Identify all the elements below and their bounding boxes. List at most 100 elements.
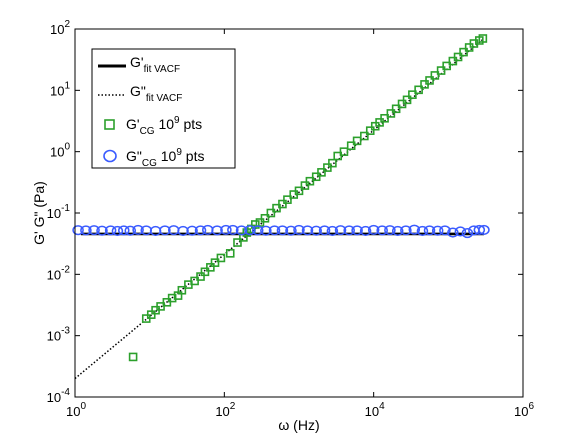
data-point-square [328, 158, 337, 168]
data-point-circle [111, 225, 124, 236]
data-point-circle [384, 225, 396, 236]
data-point-square [478, 34, 488, 43]
data-point-square [430, 71, 440, 80]
data-point-circle [276, 225, 289, 236]
data-point-square [278, 199, 287, 209]
data-point-square [386, 109, 396, 118]
data-point-square [216, 253, 226, 263]
data-point-square [167, 293, 177, 303]
data-point-circle [124, 225, 137, 236]
legend-label: G'fit VACF [130, 54, 180, 75]
tick-label: 101 [50, 80, 70, 98]
tick-label: 100 [66, 401, 86, 419]
data-point-circle [367, 224, 380, 235]
data-point-circle [104, 225, 117, 236]
data-point-square [128, 352, 138, 362]
series-2 [128, 34, 488, 362]
data-point-square [323, 163, 332, 172]
data-point-circle [211, 225, 223, 236]
data-point-circle [423, 225, 436, 236]
y-axis-label: G' G" (Pa) [31, 181, 47, 245]
data-point-circle [334, 225, 347, 236]
data-point-circle [251, 225, 264, 236]
data-point-circle [408, 224, 421, 235]
data-point-square [360, 131, 369, 141]
data-point-circle [439, 225, 451, 236]
data-point-square [408, 90, 417, 99]
data-point-circle [478, 224, 490, 235]
tick-label: 10-4 [47, 387, 71, 405]
data-point-circle [400, 225, 412, 236]
tick-label: 104 [365, 401, 385, 419]
data-point-circle [326, 225, 339, 236]
data-point-circle [473, 224, 486, 235]
tick-label: 10-2 [47, 264, 71, 282]
data-point-circle [80, 225, 92, 236]
data-point-circle [132, 224, 144, 235]
data-point-square [425, 76, 434, 85]
data-point-circle [227, 224, 239, 235]
data-point-square [294, 186, 304, 196]
data-point-square [352, 136, 362, 146]
legend-item-3: G"CG 109 pts [103, 147, 204, 169]
data-point-circle [351, 225, 363, 236]
data-point-circle [301, 225, 314, 236]
legend: G'fit VACF G"fit VACF G'CG 109 pts G"CG 109… [91, 48, 236, 169]
data-point-circle [416, 225, 429, 236]
legend-label: G'CG 109 pts [126, 115, 202, 137]
data-point-square [251, 220, 260, 229]
tick-label: 10-3 [47, 326, 71, 344]
series-3 [72, 224, 490, 239]
data-point-square [146, 310, 156, 319]
data-point-circle [159, 225, 171, 236]
legend-swatch [104, 119, 115, 130]
data-point-square [311, 172, 321, 182]
data-point-square [283, 195, 292, 204]
data-point-circle [461, 228, 474, 239]
data-point-square [196, 272, 205, 281]
data-point-circle [235, 225, 248, 236]
data-point-square [380, 113, 389, 123]
data-point-circle [72, 225, 84, 236]
data-point-square [206, 263, 215, 272]
tick-label: 102 [215, 401, 235, 419]
data-point-circle [376, 225, 388, 236]
legend-item-0: G'fit VACF [98, 54, 180, 75]
data-point-square [459, 47, 468, 57]
data-point-square [391, 104, 401, 114]
data-point-square [305, 176, 315, 186]
tick-label: 106 [514, 401, 534, 419]
data-point-circle [431, 225, 444, 236]
data-point-square [442, 61, 451, 71]
x-axis-label: ω (Hz) [278, 417, 319, 433]
data-point-circle [96, 225, 108, 236]
data-point-circle [454, 226, 467, 237]
data-point-circle [88, 225, 100, 236]
tick-label: 102 [50, 19, 70, 37]
data-point-square [365, 126, 375, 135]
data-point-square [260, 213, 270, 223]
data-point-square [266, 208, 276, 218]
data-point-square [339, 147, 349, 156]
data-point-square [333, 151, 343, 161]
data-point-circle [118, 225, 130, 236]
legend-item-2: G'CG 109 pts [104, 115, 202, 137]
data-point-square [346, 141, 356, 151]
axis-ticks: 100 102 104 106 10-4 10-3 10-2 10-1 100 101 102 [47, 19, 535, 419]
data-point-circle [260, 225, 272, 236]
data-point-square [210, 258, 220, 267]
data-point-square [414, 85, 423, 95]
data-point-square [190, 276, 199, 286]
legend-label: G"fit VACF [130, 83, 182, 104]
data-point-circle [359, 225, 372, 236]
data-point-circle [293, 224, 305, 235]
data-point-circle [177, 225, 189, 236]
data-point-square [300, 181, 310, 190]
data-point-circle [268, 225, 281, 236]
data-point-circle [186, 225, 198, 236]
data-point-circle [310, 225, 322, 236]
data-point-square [436, 66, 446, 75]
data-point-circle [220, 224, 232, 235]
data-point-circle [343, 225, 355, 236]
